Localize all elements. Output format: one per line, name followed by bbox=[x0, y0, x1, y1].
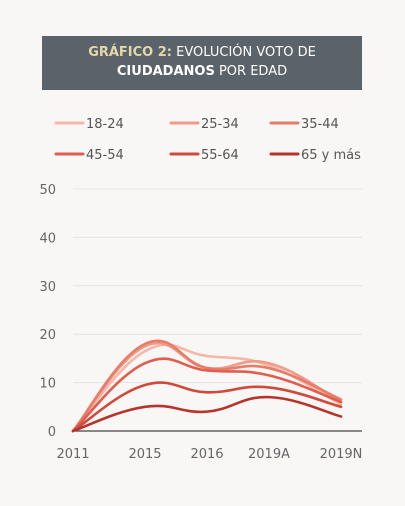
legend-label: 18-24 bbox=[86, 117, 124, 132]
y-axis: 0 10 20 30 40 50 bbox=[39, 183, 56, 440]
series-line-65-y-más bbox=[71, 395, 343, 433]
chart-title-line1: GRÁFICO 2: EVOLUCIÓN VOTO DE bbox=[42, 43, 362, 62]
series-line-45-54 bbox=[71, 357, 343, 433]
chart-title-line2: CIUDADANOS POR EDAD bbox=[42, 62, 362, 81]
chart-title-prefix: GRÁFICO 2: bbox=[88, 45, 173, 60]
x-tick-label: 2016 bbox=[190, 447, 223, 462]
x-tick-label: 2011 bbox=[56, 447, 89, 462]
legend-item: 65 y más bbox=[269, 148, 361, 163]
legend-item: 45-54 bbox=[54, 148, 124, 163]
x-tick-label: 2015 bbox=[128, 447, 161, 462]
series-line-55-64 bbox=[71, 381, 343, 433]
chart-title-rest: POR EDAD bbox=[218, 64, 288, 79]
legend-item: 18-24 bbox=[54, 117, 124, 132]
legend-label: 65 y más bbox=[301, 148, 361, 163]
x-axis: 2011 2015 2016 2019A 2019N bbox=[56, 447, 362, 462]
legend-label: 35-44 bbox=[301, 117, 339, 132]
series-lines bbox=[71, 339, 343, 433]
y-tick-label: 0 bbox=[48, 425, 56, 440]
x-tick-label: 2019A bbox=[248, 447, 290, 462]
chart-title-bold: CIUDADANOS bbox=[116, 64, 215, 79]
chart-title: GRÁFICO 2: EVOLUCIÓN VOTO DE CIUDADANOS … bbox=[42, 36, 362, 90]
series-line-35-44 bbox=[71, 339, 343, 433]
y-tick-label: 20 bbox=[39, 328, 56, 343]
y-tick-label: 30 bbox=[39, 280, 56, 295]
legend-label: 55-64 bbox=[201, 148, 239, 163]
legend-item: 35-44 bbox=[269, 117, 339, 132]
x-tick-label: 2019N bbox=[320, 447, 363, 462]
legend-item: 25-34 bbox=[169, 117, 239, 132]
legend-item: 55-64 bbox=[169, 148, 239, 163]
y-tick-label: 10 bbox=[39, 377, 56, 392]
y-tick-label: 40 bbox=[39, 231, 56, 246]
y-tick-label: 50 bbox=[39, 183, 56, 198]
chart-title-text: EVOLUCIÓN VOTO DE bbox=[176, 45, 316, 60]
legend-label: 45-54 bbox=[86, 148, 124, 163]
legend-label: 25-34 bbox=[201, 117, 239, 132]
grid bbox=[73, 188, 362, 432]
legend: 18-24 25-34 35-44 45-54 55-64 65 y más bbox=[54, 117, 361, 163]
